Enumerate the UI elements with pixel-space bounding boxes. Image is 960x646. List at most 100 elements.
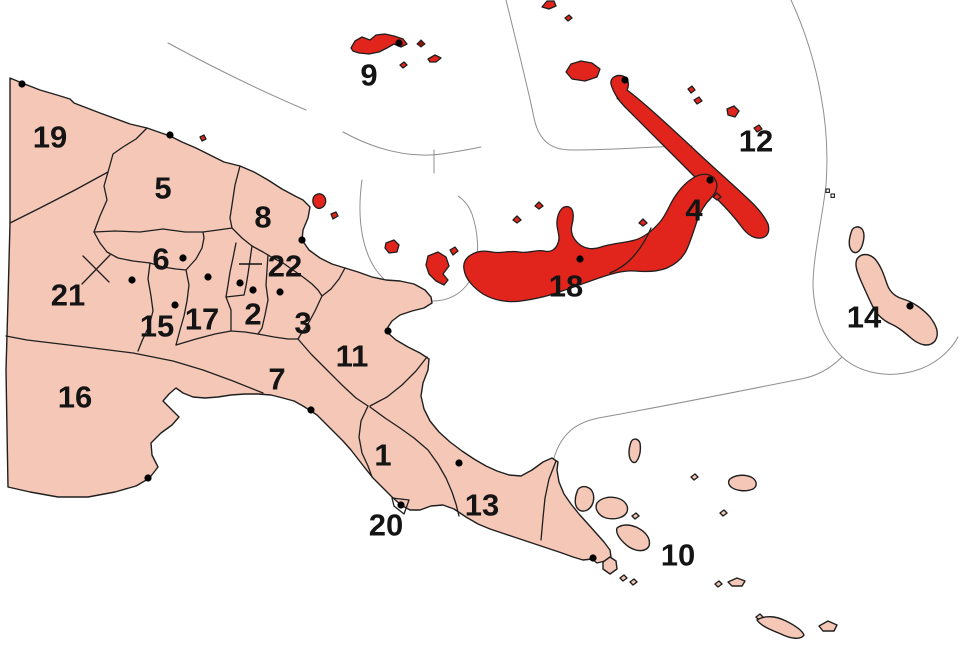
province-label-10: 10 bbox=[661, 538, 695, 573]
island-goodenough bbox=[574, 485, 595, 512]
islet-tail-1 bbox=[619, 574, 628, 582]
capital-dot-15 bbox=[171, 301, 179, 309]
province-label-14: 14 bbox=[847, 300, 882, 335]
capital-dot-6 bbox=[179, 254, 187, 262]
island-new-ireland bbox=[610, 74, 770, 239]
province-label-12: 12 bbox=[739, 124, 773, 159]
capital-dot-8 bbox=[298, 236, 306, 244]
border-22-2 bbox=[243, 245, 253, 296]
province-label-19: 19 bbox=[33, 120, 67, 155]
border-17-22 bbox=[225, 242, 237, 298]
border-5-21 bbox=[93, 171, 109, 233]
province-label-6: 6 bbox=[152, 242, 169, 277]
capital-dot-19 bbox=[18, 80, 26, 88]
province-label-5: 5 bbox=[154, 171, 171, 206]
islet-tail-2 bbox=[629, 578, 638, 586]
maritime-line-northwest bbox=[167, 42, 307, 111]
island-normanby bbox=[615, 524, 651, 552]
capital-dot-22 bbox=[236, 279, 244, 287]
province-label-17: 17 bbox=[185, 302, 219, 337]
highlighted-islands bbox=[199, 0, 770, 303]
province-label-16: 16 bbox=[58, 380, 92, 415]
island-misima bbox=[727, 577, 746, 587]
border-2-7 bbox=[230, 330, 259, 335]
island-tagula bbox=[756, 616, 805, 639]
province-label-3: 3 bbox=[294, 306, 311, 341]
capital-dot-10 bbox=[589, 554, 597, 562]
border-22-south bbox=[225, 294, 245, 298]
border-ncd bbox=[391, 497, 410, 515]
islet-lusancay bbox=[690, 473, 699, 481]
border-17-7 bbox=[175, 330, 232, 346]
island-woodlark bbox=[727, 474, 757, 492]
province-label-1: 1 bbox=[374, 438, 391, 473]
border-2-3 bbox=[257, 254, 269, 335]
islet-tanga bbox=[726, 105, 740, 118]
island-rossel bbox=[818, 620, 838, 632]
province-label-7: 7 bbox=[268, 362, 285, 397]
border-19-5 bbox=[107, 127, 148, 173]
island-buka bbox=[848, 226, 865, 254]
capital-dot-7 bbox=[307, 406, 315, 414]
capital-dot-17 bbox=[204, 273, 212, 281]
capital-dot-2 bbox=[249, 286, 257, 294]
border-7-11 bbox=[297, 338, 369, 407]
capital-dot-3 bbox=[276, 288, 284, 296]
capital-dot-21 bbox=[128, 276, 136, 284]
province-label-22: 22 bbox=[268, 249, 302, 284]
border-19-21 bbox=[9, 171, 109, 224]
island-manus bbox=[350, 33, 408, 55]
border-5-8 bbox=[229, 165, 241, 229]
islet-misima-west bbox=[714, 580, 723, 588]
border-10-13 bbox=[540, 460, 557, 541]
islet-egum bbox=[719, 509, 728, 517]
capital-dot-16 bbox=[144, 474, 152, 482]
islet-duke-of-york bbox=[712, 192, 722, 201]
border-3-7 bbox=[257, 333, 299, 340]
islet-rambutyo bbox=[427, 54, 442, 63]
islet-wewak-offshore bbox=[199, 134, 207, 142]
island-karkar bbox=[312, 193, 327, 210]
islet-bagabag bbox=[330, 211, 339, 220]
island-bougainville bbox=[855, 253, 938, 346]
border-18-4 bbox=[609, 227, 652, 274]
border-15-17 bbox=[175, 269, 190, 346]
maritime-line-madang-waters bbox=[342, 131, 482, 156]
islet-sakar bbox=[449, 246, 459, 256]
capital-dot-13 bbox=[455, 459, 463, 467]
border-11-13 bbox=[369, 356, 428, 407]
border-2-17 bbox=[225, 296, 232, 332]
islet-witu-2 bbox=[512, 215, 522, 224]
island-trobriand bbox=[628, 438, 642, 464]
province-label-8: 8 bbox=[254, 200, 271, 235]
province-borders bbox=[5, 127, 557, 541]
islet-north-2 bbox=[564, 14, 573, 22]
border-16-north bbox=[5, 335, 264, 394]
capital-dot-12 bbox=[621, 76, 629, 84]
border-5-6 bbox=[93, 227, 233, 233]
border-21-15 bbox=[137, 262, 154, 352]
island-new-hanover bbox=[565, 60, 601, 82]
maritime-line-solomon-sea bbox=[551, 356, 843, 467]
province-label-20: 20 bbox=[369, 508, 403, 543]
islet-dentrecasteaux bbox=[631, 512, 640, 520]
islet-north-1 bbox=[541, 0, 557, 10]
border-6-15 bbox=[149, 262, 187, 271]
islet-witu-1 bbox=[534, 201, 544, 210]
island-fergusson bbox=[595, 496, 629, 520]
border-21-6 bbox=[93, 231, 151, 264]
islet-tabar bbox=[687, 85, 696, 94]
islet-lou bbox=[399, 61, 408, 69]
province-label-11: 11 bbox=[336, 339, 369, 374]
island-umboi bbox=[425, 251, 450, 286]
maritime-line-bougainville-loop bbox=[790, 0, 959, 375]
capital-dot-5 bbox=[166, 131, 174, 139]
province-label-18: 18 bbox=[549, 269, 583, 304]
capital-dot-18 bbox=[576, 255, 584, 263]
province-label-4: 4 bbox=[685, 193, 703, 228]
islet-lolobau bbox=[638, 218, 648, 227]
border-junction-cross-b bbox=[81, 254, 111, 285]
